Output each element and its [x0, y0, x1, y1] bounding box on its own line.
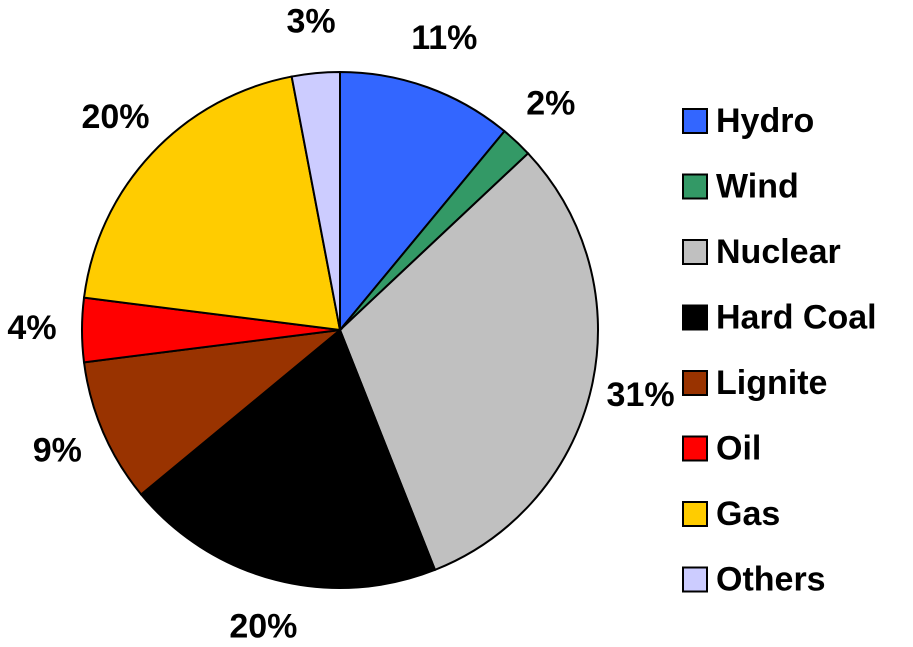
legend-swatch [682, 239, 708, 265]
data-label: 9% [33, 431, 82, 469]
legend-swatch [682, 108, 708, 134]
legend-swatch [682, 435, 708, 462]
legend-label: Nuclear [716, 233, 841, 271]
data-label: 20% [229, 607, 297, 645]
legend-swatch [682, 370, 708, 396]
data-label: 11% [411, 19, 477, 57]
legend-label: Hydro [716, 102, 814, 140]
data-label: 31% [607, 376, 675, 414]
data-label: 3% [286, 2, 335, 40]
data-label: 4% [7, 309, 56, 347]
legend-label: Wind [716, 167, 799, 205]
legend-label: Hard Coal [716, 298, 877, 336]
legend-swatch [682, 304, 708, 331]
pie-slice [139, 328, 437, 589]
legend-label: Oil [716, 429, 761, 467]
pie-slice [82, 75, 342, 332]
data-label: 2% [526, 84, 575, 122]
pie-slice [82, 328, 344, 496]
data-label: 20% [81, 98, 149, 136]
legend-swatch [682, 173, 708, 200]
legend-swatch [682, 501, 708, 527]
legend-swatch [682, 566, 708, 593]
pie-slice [290, 70, 341, 331]
legend-label: Lignite [716, 364, 827, 402]
legend-label: Gas [716, 495, 780, 533]
legend-label: Others [716, 560, 826, 598]
pie-slice [338, 151, 599, 572]
pie-slice [339, 70, 506, 333]
